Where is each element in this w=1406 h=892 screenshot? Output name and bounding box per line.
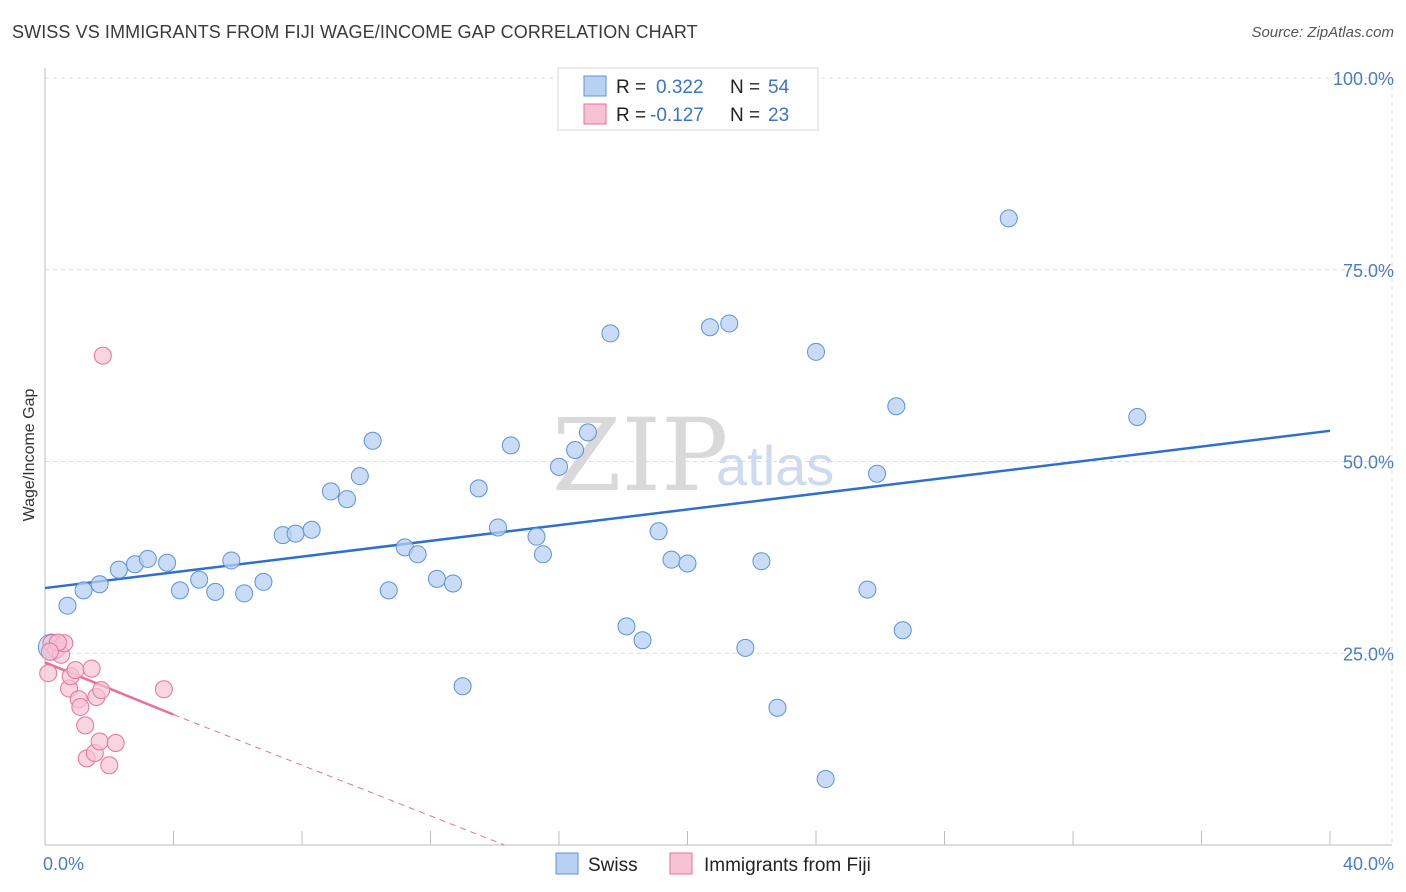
x-tick-label: 40.0%: [1343, 854, 1394, 874]
swiss-point: [337, 490, 356, 509]
fiji-point: [82, 659, 101, 678]
legend-n-label-2: N =: [730, 105, 760, 126]
fiji-point: [66, 661, 85, 680]
y-tick-label: 75.0%: [1343, 261, 1394, 281]
swiss-point: [254, 572, 273, 591]
swiss-point: [649, 522, 668, 541]
swiss-point: [408, 545, 427, 564]
y-tick-label: 25.0%: [1343, 644, 1394, 664]
bottom-legend-fiji: Immigrants from Fiji: [704, 855, 871, 876]
swiss-point: [158, 553, 177, 572]
swiss-point: [469, 479, 488, 498]
swiss-point: [58, 596, 77, 615]
swiss-point: [170, 581, 189, 600]
swiss-point: [678, 554, 697, 573]
x-tick-label: 0.0%: [43, 854, 84, 874]
correlation-legend: R = 0.322 N = 54 R = -0.127 N = 23: [557, 67, 819, 131]
axes-layer: [44, 68, 1392, 846]
swiss-point: [286, 524, 305, 543]
legend-r-label-2: R =: [616, 105, 646, 126]
swiss-point: [235, 584, 254, 603]
swiss-point: [109, 560, 128, 579]
swiss-point: [858, 580, 877, 599]
swiss-point: [601, 324, 620, 343]
swiss-point: [768, 698, 787, 717]
swiss-point: [138, 549, 157, 568]
swiss-point: [363, 431, 382, 450]
swiss-point: [302, 520, 321, 539]
series-legend: Swiss Immigrants from Fiji: [555, 852, 871, 876]
fiji-point: [106, 733, 125, 752]
tick-labels: 25.0% 50.0% 75.0% 100.0% 0.0% 40.0%: [43, 69, 1394, 874]
legend-n-label-1: N =: [730, 77, 760, 98]
legend-r-value-1: 0.322: [656, 77, 704, 98]
legend-r-label-1: R =: [616, 77, 646, 98]
swiss-point: [720, 314, 739, 333]
y-tick-label: 100.0%: [1333, 69, 1394, 89]
swiss-point: [443, 574, 462, 593]
fiji-point: [90, 732, 109, 751]
swiss-point: [321, 482, 340, 501]
chart-title: SWISS VS IMMIGRANTS FROM FIJI WAGE/INCOM…: [12, 22, 698, 42]
points-layer: [37, 209, 1147, 789]
swiss-point: [816, 770, 835, 789]
swiss-point: [633, 631, 652, 650]
fiji-point: [92, 681, 111, 700]
swiss-point: [350, 467, 369, 486]
swiss-point: [999, 209, 1018, 228]
y-axis-label: Wage/Income Gap: [21, 389, 38, 522]
y-tick-label: 50.0%: [1343, 453, 1394, 473]
swiss-point: [578, 423, 597, 442]
bottom-legend-swatch-swiss: [555, 852, 579, 875]
swiss-point: [379, 581, 398, 600]
fiji-point: [40, 642, 59, 661]
swiss-point: [700, 318, 719, 337]
bottom-legend-swatch-fiji: [669, 852, 693, 875]
legend-n-value-2: 23: [768, 105, 789, 126]
swiss-point: [190, 570, 209, 589]
swiss-point: [427, 569, 446, 588]
fiji-point: [39, 664, 58, 683]
legend-n-value-1: 54: [768, 77, 790, 98]
legend-swatch-fiji: [583, 103, 607, 125]
swiss-trend-line: [44, 429, 1331, 590]
swiss-point: [868, 464, 887, 483]
swiss-point: [887, 397, 906, 416]
fiji-point: [71, 697, 90, 716]
source-label: Source: ZipAtlas.com: [1251, 24, 1394, 41]
swiss-point: [501, 436, 520, 455]
swiss-point: [90, 575, 109, 594]
legend-r-value-2: -0.127: [650, 105, 704, 126]
fiji-trend-extension: [173, 714, 505, 846]
swiss-point: [74, 581, 93, 600]
swiss-point: [1128, 408, 1147, 427]
swiss-point: [206, 582, 225, 601]
fiji-point: [154, 680, 173, 699]
swiss-point: [736, 638, 755, 657]
swiss-point: [550, 457, 568, 476]
swiss-point: [566, 440, 585, 459]
swiss-point: [488, 518, 507, 537]
watermark-atlas: atlas: [716, 434, 834, 497]
fiji-point: [100, 756, 119, 775]
swiss-point: [527, 527, 546, 546]
swiss-point: [893, 621, 912, 640]
legend-swatch-swiss: [583, 75, 607, 97]
swiss-point: [617, 617, 636, 636]
bottom-legend-swiss: Swiss: [588, 855, 638, 876]
swiss-point: [807, 342, 825, 361]
swiss-point: [222, 551, 241, 570]
fiji-point: [76, 716, 95, 735]
swiss-point: [453, 677, 472, 696]
swiss-point: [533, 545, 552, 564]
fiji-point: [93, 346, 112, 365]
swiss-point: [662, 550, 681, 569]
swiss-point: [752, 552, 771, 571]
